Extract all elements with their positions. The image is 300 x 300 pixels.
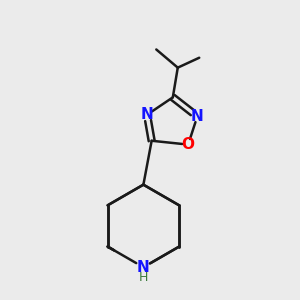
- Text: N: N: [137, 260, 150, 275]
- Text: N: N: [141, 107, 153, 122]
- Text: H: H: [139, 271, 148, 284]
- Text: N: N: [191, 109, 204, 124]
- Text: O: O: [182, 137, 195, 152]
